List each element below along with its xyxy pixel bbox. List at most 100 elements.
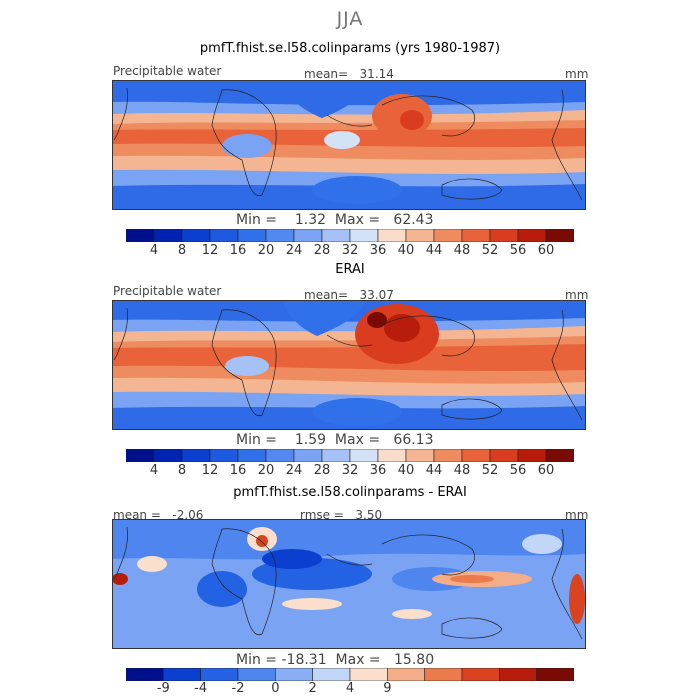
colorbar-tick-label: 52 [481,243,499,258]
colorbar-tick-label: 9 [383,681,392,696]
colorbar-tick-label: 52 [481,463,499,478]
panel3-rmse-label: rmse = [300,508,344,522]
colorbar-swatch [405,229,435,242]
panel2-min-label: Min = [236,432,278,448]
colorbar-swatch [489,449,519,462]
colorbar-tick-label: 0 [271,681,280,696]
colorbar-swatch [536,668,574,681]
colorbar-tick-label: 44 [425,243,443,258]
panel2-min-value: 1.59 [294,432,327,448]
colorbar-swatch [209,449,239,462]
panel1-variable-label: Precipitable water [113,64,222,78]
colorbar-tick-label: 4 [149,243,159,258]
colorbar-swatch [461,668,500,681]
panel3-mean-value: -2.06 [172,508,204,522]
panel3-mean-label: mean = [113,508,161,522]
colorbar-tick-label: -4 [194,681,208,696]
panel3-min-value: -18.31 [281,652,327,668]
colorbar-tick-label: 36 [369,463,387,478]
panel2-mean: mean= 33.07 [304,288,394,302]
colorbar-swatch [405,449,435,462]
panel3-min-label: Min = [236,652,278,668]
panel1-min-label: Min = [236,212,278,228]
colorbar-swatch [349,229,379,242]
colorbar-swatch [126,229,155,242]
colorbar-tick-label: 56 [509,463,527,478]
panel1-mean: mean= 31.14 [304,67,394,81]
panel2-minmax: Min = 1.59 Max = 66.13 [236,432,434,448]
panel1-mean-value: 31.14 [359,67,394,81]
colorbar-swatch [387,668,425,681]
panel2-mean-label: mean= [304,288,349,302]
colorbar-tick-label: -9 [156,681,170,696]
colorbar-tick-label: 40 [397,463,415,478]
panel2-title: ERAI [335,262,365,277]
panel1-map [112,80,586,210]
colorbar-swatch [433,449,463,462]
panel3-map [112,519,586,649]
colorbar-tick-label: 48 [453,243,471,258]
panel3-max-label: Max = [335,652,381,668]
colorbar-swatch [275,668,313,681]
panel2-variable-label: Precipitable water [113,284,222,298]
colorbar-tick-label: 32 [341,463,359,478]
colorbar-tick-label: 44 [425,463,443,478]
colorbar-swatch [200,668,239,681]
colorbar-swatch [517,229,547,242]
colorbar-swatch [153,449,183,462]
colorbar-swatch [293,449,323,462]
colorbar-swatch [126,449,155,462]
colorbar-tick-label: 24 [285,243,303,258]
colorbar-swatch [545,449,574,462]
panel2-units: mm [565,288,589,302]
colorbar-swatch [181,229,211,242]
colorbar-swatch [489,229,519,242]
colorbar-swatch [237,668,276,681]
colorbar-tick-label: 4 [149,463,159,478]
colorbar-swatch [517,449,547,462]
colorbar-tick-label: 24 [285,463,303,478]
season-title: JJA [336,8,364,30]
colorbar-tick-label: 56 [509,243,527,258]
colorbar-tick-label: 60 [537,463,555,478]
colorbar-tick-label: 48 [453,463,471,478]
colorbar-swatch [377,449,407,462]
colorbar-swatch [377,229,407,242]
panel2-mean-value: 33.07 [359,288,394,302]
colorbar-swatch [237,229,267,242]
panel1-units: mm [565,67,589,81]
colorbar-swatch [545,229,574,242]
panel3-colorbar [126,668,574,681]
colorbar-swatch [349,668,388,681]
colorbar-tick-label: 36 [369,243,387,258]
colorbar-swatch [153,229,183,242]
colorbar-swatch [265,449,295,462]
panel3-max-value: 15.80 [394,652,435,668]
colorbar-tick-label: 28 [313,463,331,478]
colorbar-tick-label: 20 [257,243,275,258]
panel3-units: mm [565,508,589,522]
panel1-mean-label: mean= [304,67,349,81]
colorbar-swatch [461,449,491,462]
panel2-max-value: 66.13 [393,432,434,448]
panel1-max-label: Max = [334,212,381,228]
colorbar-tick-label: 16 [229,243,247,258]
panel1-colorbar [126,229,574,242]
colorbar-tick-label: 8 [177,463,187,478]
colorbar-swatch [181,449,211,462]
colorbar-tick-label: 8 [177,243,187,258]
colorbar-tick-label: 12 [201,243,219,258]
colorbar-swatch [461,229,491,242]
colorbar-tick-label: -2 [231,681,245,696]
colorbar-swatch [321,229,351,242]
panel3-rmse: rmse = 3.50 [300,508,382,522]
colorbar-swatch [424,668,463,681]
colorbar-swatch [265,229,295,242]
colorbar-swatch [499,668,537,681]
colorbar-swatch [433,229,463,242]
panel3-minmax: Min = -18.31 Max = 15.80 [236,652,434,668]
panel2-map [112,300,586,430]
colorbar-tick-label: 20 [257,463,275,478]
colorbar-swatch [126,668,164,681]
panel2-colorbar [126,449,574,462]
